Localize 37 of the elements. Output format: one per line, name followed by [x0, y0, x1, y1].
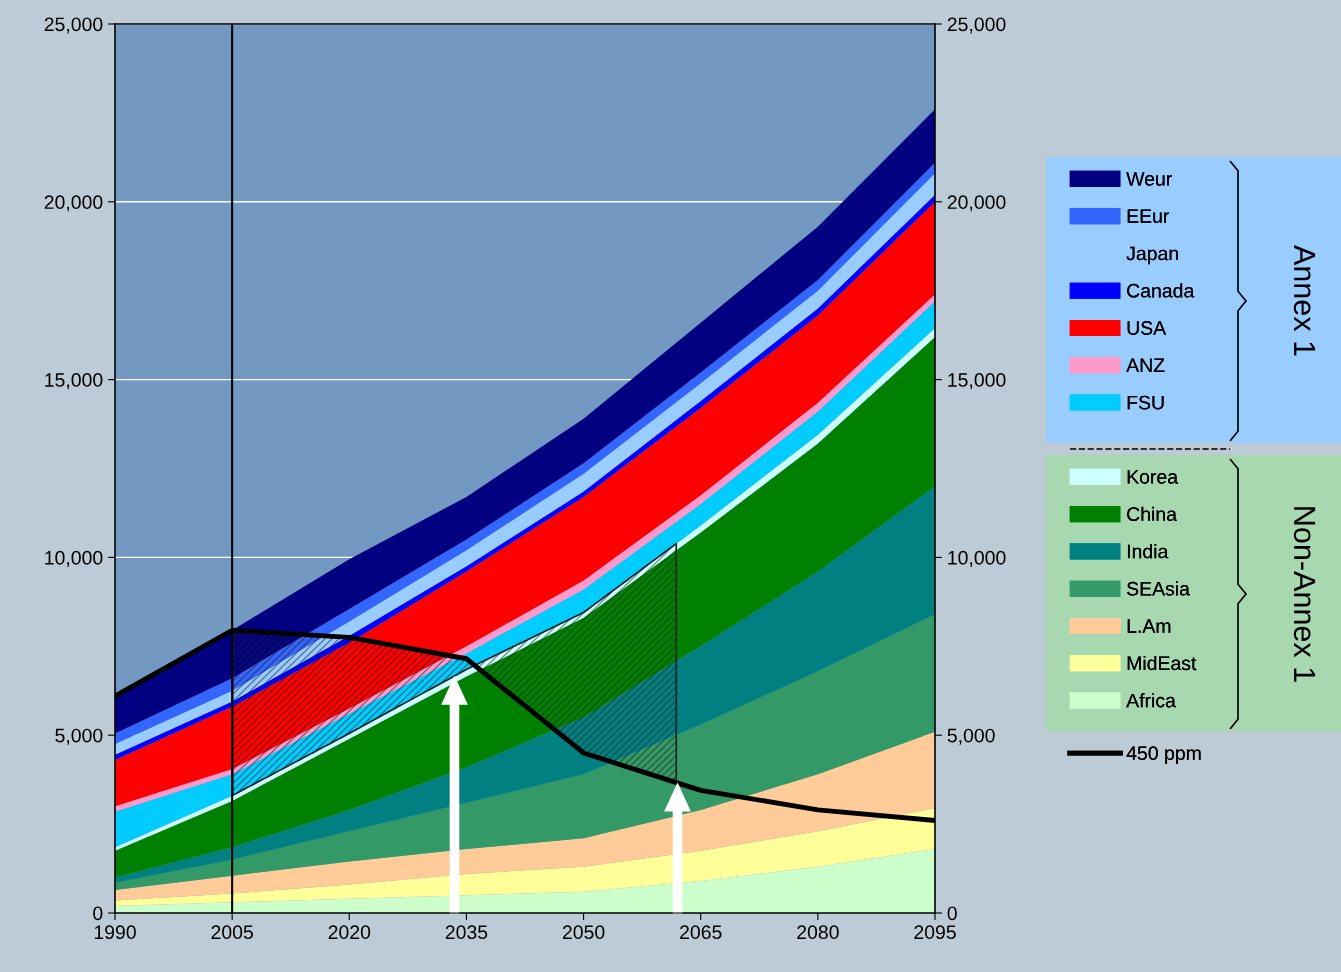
text: Non-Annex 1	[1293, 507, 1316, 682]
x-tick-label: 2050	[562, 925, 605, 940]
y2-tick-label: 10,000	[948, 550, 1006, 567]
y-tick-label: 20,000	[44, 195, 103, 212]
x-tick-label: 2095	[914, 925, 956, 940]
x-tick-label: 2065	[680, 925, 722, 940]
x-tick-label: 2020	[328, 925, 371, 940]
text: Annex 1	[1293, 245, 1316, 356]
legend-label: 450 ppm	[1126, 746, 1201, 764]
legend-label: Africa	[1126, 693, 1176, 708]
x-tick-label: 2035	[445, 925, 488, 940]
y-tick-label: 10,000	[45, 550, 103, 567]
legend-label: EEur	[1127, 209, 1170, 224]
legend-label: Weur	[1126, 172, 1172, 186]
legend-label: ANZ	[1126, 358, 1165, 372]
y-tick-label: 25,000	[44, 17, 103, 34]
legend-label: FSU	[1127, 395, 1164, 410]
legend-label: Korea	[1127, 470, 1179, 484]
legend-label: MidEast	[1127, 655, 1197, 671]
y-tick-label: 5,000	[55, 728, 103, 745]
x-tick-label: 1990	[94, 925, 136, 940]
x-tick-label: 2005	[211, 925, 253, 940]
legend-label: China	[1127, 506, 1177, 522]
legend-label: Canada	[1127, 283, 1195, 298]
legend-label: Japan	[1126, 246, 1178, 265]
x-tick-label: 2080	[797, 925, 839, 940]
y-tick-label: 0	[93, 906, 103, 921]
legend-label: India	[1127, 544, 1169, 559]
y2-tick-label: 5,000	[947, 728, 995, 745]
y-tick-label: 15,000	[45, 373, 103, 390]
y2-tick-label: 15,000	[948, 373, 1006, 390]
y2-tick-label: 20,000	[947, 195, 1006, 212]
y2-tick-label: 25,000	[947, 17, 1006, 34]
y2-tick-label: 0	[947, 906, 957, 921]
legend-label: USA	[1127, 321, 1167, 335]
legend-label: L.Am	[1127, 619, 1171, 633]
legend-label: SEAsia	[1127, 581, 1190, 596]
